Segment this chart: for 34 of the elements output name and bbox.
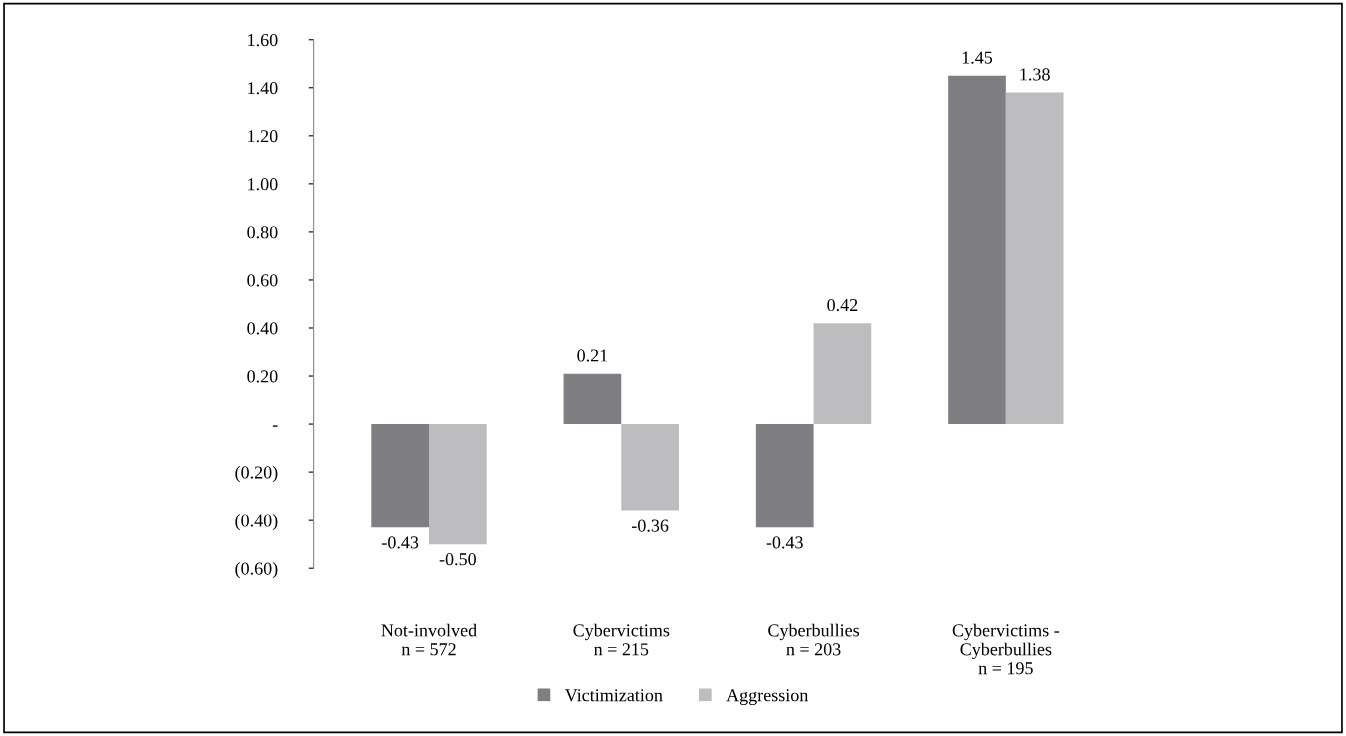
bar (563, 373, 622, 425)
y-tick-label: 0.60 (247, 274, 278, 287)
data-label: 1.38 (1020, 68, 1050, 81)
data-label: -0.50 (439, 553, 476, 566)
data-label: 0.21 (577, 349, 608, 362)
x-tick-label: Cybervictims - Cyberbullies n = 195 (952, 623, 1060, 675)
legend-label: Victimization (564, 689, 663, 702)
x-tick-label: Not-involved n = 572 (381, 623, 477, 656)
data-label: -0.36 (631, 519, 669, 532)
x-tick-label: Cyberbullies n = 203 (768, 623, 860, 656)
bar (813, 323, 872, 425)
y-tick-label: - (272, 425, 278, 427)
bar (1005, 92, 1064, 425)
bar (428, 424, 487, 545)
y-tick-label: 1.00 (248, 178, 278, 191)
y-tick-label: 1.60 (248, 34, 278, 47)
y-tick-label: (0.40) (235, 513, 278, 531)
bar (621, 424, 679, 511)
y-tick-label: 0.80 (247, 226, 278, 239)
bar (371, 424, 429, 528)
y-tick-label: 0.40 (247, 322, 278, 335)
data-label: -0.43 (382, 536, 419, 549)
bar (755, 424, 814, 528)
y-tick-label: (0.60) (235, 561, 278, 579)
data-label: 1.45 (962, 51, 993, 64)
y-tick-label: 1.20 (248, 130, 278, 143)
y-tick-label: 1.40 (248, 82, 278, 95)
y-tick-label: (0.20) (235, 465, 278, 483)
bar (948, 75, 1006, 425)
x-tick-label: Cybervictims n = 215 (573, 623, 670, 656)
y-tick-label: 0.20 (247, 370, 278, 383)
data-label: 0.42 (827, 298, 858, 312)
data-label: -0.43 (766, 536, 803, 549)
legend-label: Aggression (726, 689, 809, 706)
